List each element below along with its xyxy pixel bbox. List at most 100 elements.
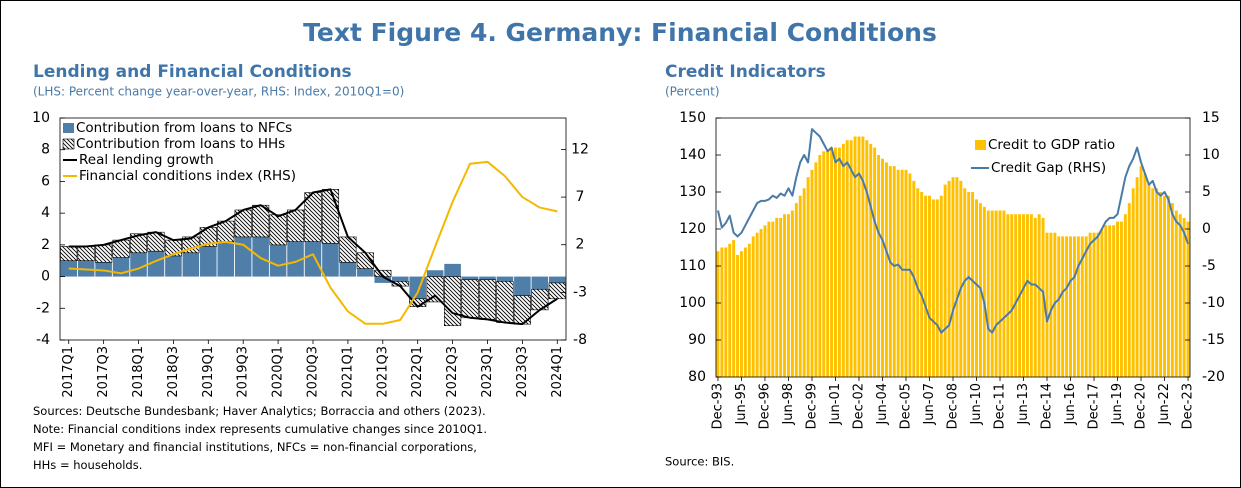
bar [426,270,444,277]
y2-tick-label: 0 [1202,221,1211,237]
y-tick-label: 4 [41,205,50,221]
bar [1010,214,1014,377]
bar [982,206,986,377]
bar [1014,214,1018,377]
bar [755,232,759,377]
bar [1057,236,1061,377]
bar [1022,214,1025,377]
bar [1186,221,1190,377]
bar [931,199,935,377]
bar [478,279,497,320]
bar [1072,236,1076,377]
bar [1049,232,1053,377]
bar [479,276,496,280]
x-tick-label: Jun-16 [1063,383,1078,426]
bar [837,147,841,377]
legend-label: Real lending growth [79,152,214,168]
x-tick-label: Dec-08 [946,383,961,429]
bar [1155,188,1159,377]
y-tick-label: 6 [41,173,50,189]
bar [1084,236,1088,377]
bar [975,199,978,377]
bar [321,189,340,244]
bar [806,177,810,377]
x-tick-label: Dec-17 [1087,383,1102,429]
y-tick-label: 110 [679,258,706,274]
y2-tick-label: 12 [571,141,589,157]
chart-title: Credit Indicators [665,62,826,82]
bar [1045,232,1049,377]
bar [826,151,830,377]
x-tick-label: Jun-04 [875,383,890,426]
bar [869,143,873,377]
x-tick-label: Dec-96 [757,383,772,429]
bar [1006,214,1010,377]
bar [1147,184,1151,377]
chart-subtitle: (Percent) [665,85,720,99]
bar [775,217,779,377]
source-note: Sources: Deutsche Bundesbank; Haver Anal… [33,404,486,418]
bar [790,210,794,377]
y2-tick-label: 7 [576,189,585,205]
bar [763,225,767,377]
bar [916,188,920,377]
x-tick-label: Dec-23 [1181,383,1196,429]
bar [881,158,884,377]
bar [1033,217,1037,377]
bar [904,169,908,377]
bar [794,203,798,377]
chart-title: Lending and Financial Conditions [33,62,352,82]
bar [896,169,900,377]
bar [514,276,531,296]
x-tick-label: 2019Q1 [201,346,216,398]
bar [60,246,78,262]
y2-tick-label: -8 [573,332,587,348]
bar [217,241,235,277]
bar [1088,232,1092,377]
legend-swatch [63,123,74,133]
bar [716,251,720,377]
bar [339,262,357,277]
bar [888,166,892,377]
bar [818,155,822,377]
bar [802,188,806,377]
bar [252,236,269,277]
bar [95,244,113,263]
bar [1037,214,1041,377]
bar [461,276,479,280]
bar [1135,177,1139,377]
y-tick-label: 150 [679,110,706,126]
bar [1065,236,1069,377]
bar [1174,210,1178,377]
bar [1159,192,1163,377]
bar [1061,236,1065,377]
bar [391,276,409,282]
bar [129,233,148,254]
legend-label: Contribution from loans to HHs [76,136,285,152]
bar [287,241,304,277]
bar [1182,217,1186,377]
bar [787,214,790,377]
bar [165,255,182,277]
bar [1112,225,1116,377]
source-note: Source: BIS. [665,455,734,469]
bar [1170,203,1174,377]
x-tick-label: Jun-22 [1157,383,1172,426]
bar [853,136,857,377]
bar [751,236,755,377]
bar [182,252,200,277]
bar [1143,173,1147,377]
bar [496,281,514,323]
y-tick-label: 0 [41,269,50,285]
bar [986,210,990,377]
bar [908,173,912,377]
bar [971,192,975,377]
bar [732,240,736,377]
x-tick-label: 2022Q3 [445,346,460,398]
bar [884,162,888,377]
bar [783,214,787,377]
x-tick-label: Jun-01 [828,383,843,426]
bar [767,221,771,377]
bar [496,276,514,282]
bar [1116,221,1119,377]
